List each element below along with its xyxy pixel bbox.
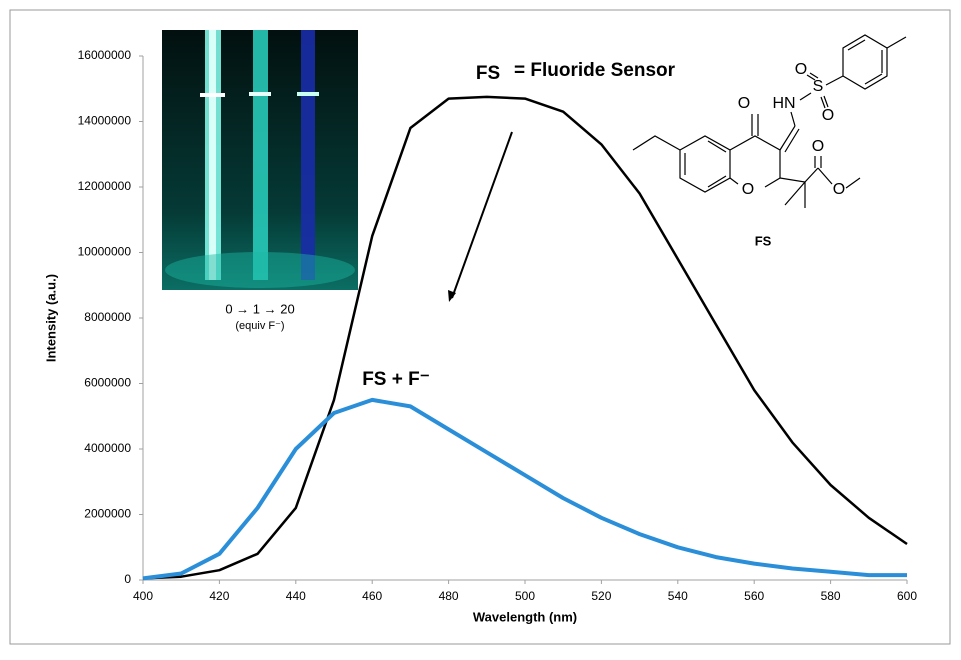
x-tick-label: 540 — [668, 589, 688, 603]
y-tick-label: 2000000 — [84, 507, 131, 521]
inset-caption: 0 → 1 → 20 — [225, 301, 294, 316]
inset-subcaption: (equiv F⁻) — [235, 320, 284, 332]
chemical-structure — [632, 34, 907, 208]
atom-label: O — [833, 181, 845, 198]
atom-label: O — [795, 61, 807, 78]
x-tick-label: 480 — [439, 589, 459, 603]
x-tick-label: 460 — [362, 589, 382, 603]
label-fs-f: FS + F⁻ — [362, 369, 430, 390]
y-tick-label: 0 — [124, 572, 131, 586]
arrow — [451, 131, 513, 299]
x-tick-label: 520 — [591, 589, 611, 603]
atom-label: O — [742, 181, 754, 198]
y-tick-label: 10000000 — [78, 245, 132, 259]
atom-label: O — [738, 95, 750, 112]
x-tick-label: 500 — [515, 589, 535, 603]
y-tick-label: 14000000 — [78, 114, 132, 128]
x-tick-label: 560 — [744, 589, 764, 603]
y-axis-title: Intensity (a.u.) — [43, 274, 58, 362]
frame — [9, 9, 951, 645]
x-tick-label: 440 — [286, 589, 306, 603]
label-fs: FS — [476, 63, 500, 84]
structure-name: FS — [755, 233, 772, 248]
series-line — [142, 95, 908, 580]
x-tick-label: 600 — [897, 589, 917, 603]
y-tick-label: 4000000 — [84, 441, 131, 455]
x-tick-label: 420 — [209, 589, 229, 603]
atom-label: S — [813, 78, 824, 95]
atom-label: HN — [772, 95, 795, 112]
label-fluoride-sensor: = Fluoride Sensor — [514, 60, 676, 81]
inset-photo — [162, 30, 358, 290]
y-tick-label: 8000000 — [84, 310, 131, 324]
x-tick-label: 580 — [821, 589, 841, 603]
y-tick-label: 16000000 — [78, 48, 132, 62]
series-line — [142, 397, 907, 581]
y-tick-label: 12000000 — [78, 179, 132, 193]
y-tick-label: 6000000 — [84, 376, 131, 390]
arrowhead — [448, 290, 456, 302]
x-axis-title: Wavelength (nm) — [473, 609, 577, 624]
atom-label: O — [812, 138, 824, 155]
x-tick-label: 400 — [133, 589, 153, 603]
atom-label: O — [822, 107, 834, 124]
